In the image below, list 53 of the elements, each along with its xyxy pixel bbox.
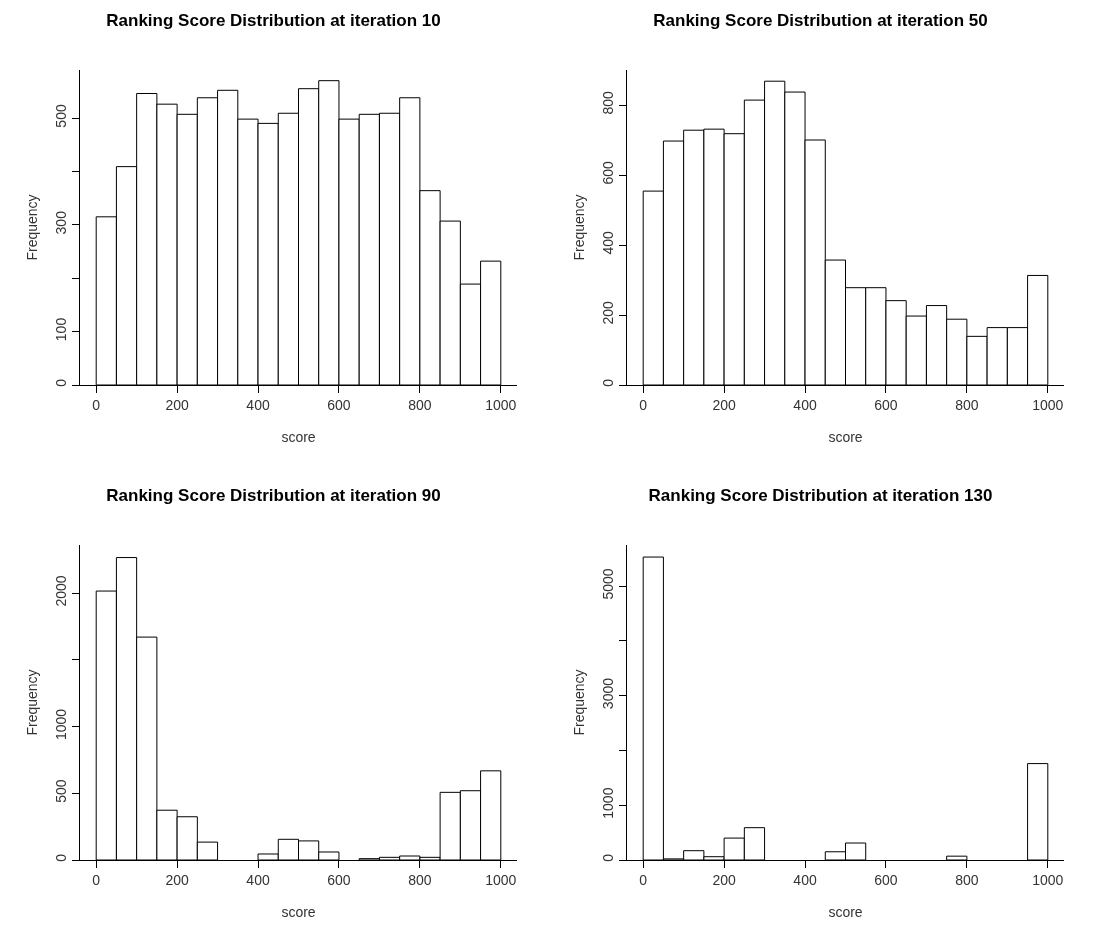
x-tick-label: 800 — [408, 396, 432, 413]
x-tick-label: 600 — [327, 871, 351, 888]
x-tick-label: 200 — [712, 871, 736, 888]
x-tick-label: 0 — [639, 396, 648, 413]
y-tick-label: 5000 — [600, 568, 617, 600]
y-tick-label: 400 — [600, 231, 617, 255]
y-tick-label: 800 — [600, 91, 617, 115]
x-tick-label: 200 — [712, 396, 736, 413]
y-tick-label: 0 — [53, 378, 70, 387]
x-tick-label: 200 — [165, 396, 189, 413]
x-tick-label: 600 — [874, 396, 898, 413]
x-tick-label: 1000 — [1032, 871, 1064, 888]
x-axis-title: score — [281, 429, 316, 446]
y-tick-label: 200 — [600, 301, 617, 325]
chart-title: Ranking Score Distribution at iteration 50 — [653, 11, 988, 31]
x-tick-label: 800 — [408, 871, 432, 888]
y-tick-label: 3000 — [600, 677, 617, 710]
y-tick-label: 0 — [600, 853, 617, 862]
x-axis-title: score — [828, 429, 863, 446]
x-tick-label: 0 — [92, 871, 101, 888]
y-tick-label: 500 — [53, 779, 70, 803]
y-tick-label: 1000 — [53, 708, 70, 741]
x-tick-label: 200 — [165, 871, 189, 888]
x-tick-label: 600 — [327, 396, 351, 413]
y-tick-label: 0 — [600, 378, 617, 387]
x-tick-label: 800 — [955, 871, 979, 888]
y-tick-label: 0 — [53, 853, 70, 862]
y-tick-label: 300 — [53, 210, 70, 235]
x-tick-label: 400 — [793, 871, 817, 888]
x-tick-label: 1000 — [1032, 396, 1064, 413]
x-tick-label: 1000 — [485, 871, 517, 888]
y-tick-label: 1000 — [600, 787, 617, 819]
y-tick-label: 500 — [53, 104, 70, 128]
chart-title: Ranking Score Distribution at iteration 90 — [106, 486, 441, 506]
x-tick-label: 0 — [639, 871, 648, 888]
x-tick-label: 0 — [92, 396, 101, 413]
x-tick-label: 400 — [246, 396, 270, 413]
chart-title: Ranking Score Distribution at iteration 130 — [648, 486, 993, 506]
x-tick-label: 600 — [874, 871, 898, 888]
y-axis-title: Frequency — [24, 669, 40, 736]
y-axis-title: Frequency — [24, 194, 40, 261]
y-axis-title: Frequency — [571, 194, 587, 261]
y-tick-label: 2000 — [53, 575, 70, 607]
y-tick-label: 100 — [53, 317, 70, 342]
y-axis-title: Frequency — [571, 669, 587, 736]
x-tick-label: 1000 — [485, 396, 517, 413]
y-tick-label: 600 — [600, 161, 617, 185]
x-tick-label: 400 — [246, 871, 270, 888]
x-axis-title: score — [828, 904, 863, 921]
x-tick-label: 400 — [793, 396, 817, 413]
x-axis-title: score — [281, 904, 316, 921]
x-tick-label: 800 — [955, 396, 979, 413]
chart-title: Ranking Score Distribution at iteration 10 — [106, 11, 441, 31]
